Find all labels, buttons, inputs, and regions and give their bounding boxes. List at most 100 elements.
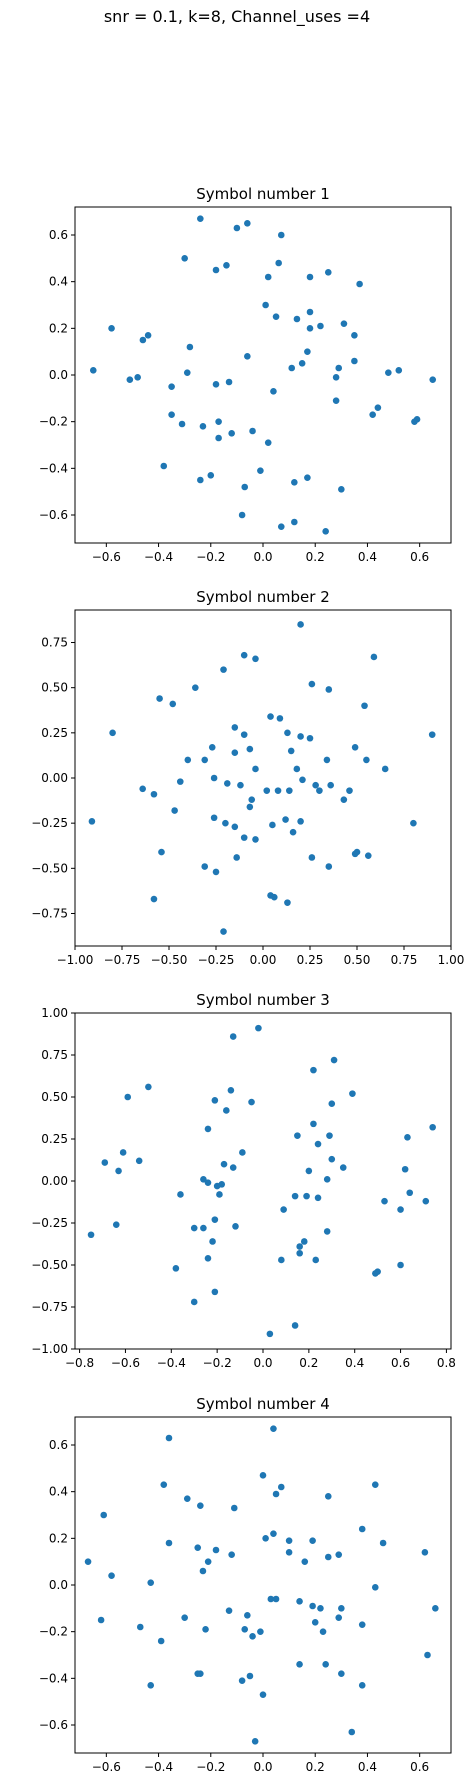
data-point (291, 1322, 299, 1329)
data-point (411, 418, 418, 425)
data-point (215, 418, 222, 425)
x-tick-label: 0.2 (306, 1760, 325, 1774)
data-point (183, 1495, 191, 1502)
data-point (328, 1155, 336, 1163)
data-point (401, 1165, 409, 1173)
x-tick-label: 0.25 (297, 953, 324, 967)
data-point (348, 1728, 356, 1736)
data-point (274, 787, 282, 794)
data-point (208, 743, 216, 751)
y-tick-label: 0.2 (49, 321, 68, 335)
data-point (126, 376, 134, 383)
data-point (429, 1123, 436, 1131)
y-tick-label: 0.0 (49, 368, 68, 382)
data-point (432, 1605, 439, 1612)
data-point (319, 1628, 327, 1635)
data-point (410, 819, 417, 827)
data-point (322, 1661, 329, 1668)
data-point (306, 273, 314, 281)
data-point (276, 715, 284, 722)
data-point (328, 1100, 336, 1108)
data-point (267, 713, 274, 720)
data-point (308, 680, 316, 688)
y-tick-label: −0.2 (39, 1625, 68, 1639)
data-point (272, 1595, 280, 1603)
data-point (199, 1567, 207, 1575)
y-tick-label: 0.6 (49, 228, 68, 242)
data-point (220, 1160, 228, 1168)
y-tick-label: 0.0 (49, 1578, 68, 1592)
data-point (270, 1530, 277, 1537)
data-point (310, 1066, 317, 1074)
data-point (323, 756, 331, 764)
data-point (228, 1551, 235, 1558)
data-point (264, 273, 272, 281)
data-point (269, 821, 276, 829)
data-point (169, 700, 177, 708)
figure-title: snr = 0.1, k=8, Channel_uses =4 (103, 7, 371, 26)
data-point (211, 1288, 219, 1296)
y-tick-label: −0.50 (31, 861, 68, 875)
data-point (204, 1254, 212, 1262)
data-point (244, 1612, 251, 1619)
data-point (291, 518, 298, 526)
data-point (306, 308, 314, 316)
data-point (252, 655, 259, 663)
data-point (267, 1595, 275, 1603)
data-point (278, 1256, 285, 1264)
data-point (358, 1682, 366, 1689)
x-tick-label: 0.75 (391, 953, 418, 967)
data-point (358, 1525, 366, 1533)
data-point (157, 1637, 165, 1645)
data-point (135, 1157, 143, 1165)
data-point (160, 462, 168, 470)
data-point (356, 280, 363, 288)
data-point (249, 1633, 256, 1640)
data-point (293, 315, 301, 323)
data-point (287, 747, 295, 755)
data-point (178, 420, 186, 428)
x-tick-label: −0.6 (92, 1760, 121, 1774)
data-point (349, 1090, 356, 1097)
data-point (97, 1616, 105, 1624)
x-tick-label: −1.00 (57, 953, 94, 967)
plot-title: Symbol number 3 (196, 991, 330, 1009)
data-point (257, 1628, 264, 1635)
data-point (316, 787, 323, 794)
data-point (305, 1167, 313, 1175)
y-tick-label: 0.00 (41, 1174, 68, 1188)
x-tick-label: 0.2 (306, 550, 325, 564)
data-point (421, 1549, 429, 1556)
data-point (381, 765, 389, 773)
y-tick-label: −0.25 (31, 816, 68, 830)
data-point (194, 1544, 202, 1551)
data-point (211, 1216, 219, 1223)
data-point (108, 325, 115, 332)
data-point (424, 1651, 431, 1659)
data-point (324, 1553, 332, 1561)
x-tick-label: −0.4 (144, 550, 173, 564)
data-point (263, 787, 271, 794)
data-point (112, 1221, 120, 1228)
data-point (346, 787, 353, 794)
data-point (339, 1164, 347, 1171)
data-point (244, 220, 251, 227)
data-point (351, 743, 359, 751)
data-point (270, 1425, 277, 1432)
data-point (176, 778, 184, 785)
plot-title: Symbol number 1 (196, 185, 330, 203)
data-point (144, 332, 152, 339)
data-point (272, 1490, 280, 1498)
data-point (338, 1605, 345, 1612)
data-point (284, 729, 291, 737)
x-tick-label: 0.50 (344, 953, 371, 967)
data-point (364, 852, 372, 859)
x-tick-label: 0.4 (358, 1760, 377, 1774)
data-point (150, 895, 158, 903)
data-point (282, 816, 289, 823)
data-point (296, 1249, 303, 1257)
data-point (212, 1546, 220, 1554)
y-tick-label: 0.4 (49, 275, 68, 289)
data-point (233, 854, 240, 861)
